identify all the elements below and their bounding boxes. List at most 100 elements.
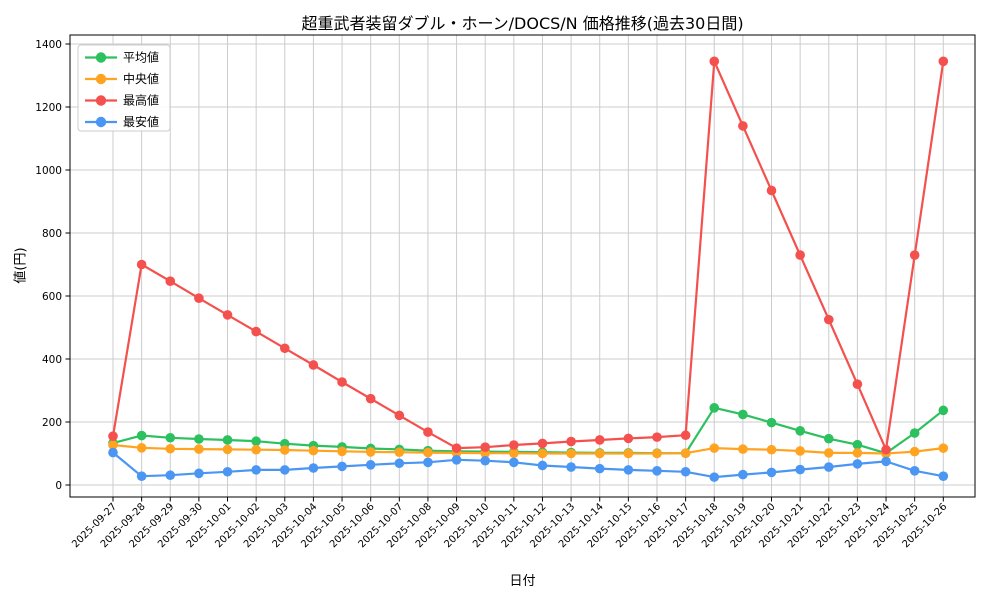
data-point [509, 440, 519, 450]
data-point [537, 460, 548, 471]
legend-label: 最安値 [123, 114, 159, 129]
data-point [823, 462, 834, 472]
data-point [623, 433, 634, 444]
data-point [337, 446, 347, 457]
data-point [537, 448, 548, 459]
legend-label: 最高値 [123, 93, 159, 108]
data-point [451, 443, 462, 453]
data-point [194, 444, 204, 454]
data-point [537, 438, 548, 449]
data-point [709, 443, 720, 453]
y-tick-label: 600 [42, 291, 62, 303]
data-point [136, 443, 147, 453]
y-tick-label: 800 [42, 228, 62, 240]
legend-item-4: 最安値 [85, 114, 159, 129]
data-point [251, 436, 261, 447]
data-point [222, 466, 233, 477]
data-point [909, 250, 920, 260]
data-point [365, 393, 376, 404]
legend-marker [95, 52, 107, 63]
data-point [222, 310, 233, 320]
series-line [112, 451, 944, 479]
data-point [766, 417, 777, 428]
series-line [111, 60, 945, 451]
y-tick-label: 0 [55, 480, 62, 492]
data-point [566, 436, 576, 447]
data-point [423, 447, 433, 458]
y-tick-label: 200 [42, 417, 62, 429]
data-point [738, 409, 748, 420]
data-point [909, 466, 920, 476]
legend-item-1: 平均値 [85, 50, 159, 65]
data-point [480, 455, 491, 466]
data-point [652, 448, 662, 459]
data-point [194, 434, 204, 444]
data-point [222, 435, 233, 445]
data-point [165, 443, 176, 454]
legend-label: 平均値 [123, 50, 159, 65]
data-point [365, 447, 376, 457]
chart-title: 超重武者装留ダブル・ホーン/DOCS/N 価格推移(過去30日間) [301, 14, 744, 33]
data-point [136, 471, 147, 481]
data-point [623, 448, 634, 459]
data-point [566, 462, 576, 472]
data-point [108, 447, 118, 458]
data-point [194, 468, 204, 479]
series-最安値 [108, 447, 949, 482]
y-tick-label: 1000 [35, 165, 62, 177]
data-point [165, 276, 176, 286]
data-point [251, 326, 261, 337]
data-point [709, 403, 720, 413]
data-point [652, 466, 662, 476]
data-point [136, 430, 147, 441]
data-point [795, 426, 805, 436]
data-point [365, 460, 376, 470]
data-point [509, 448, 519, 458]
data-point [279, 445, 290, 455]
data-point [308, 445, 319, 456]
data-point [108, 431, 118, 441]
data-point [594, 448, 605, 459]
data-point [938, 405, 949, 416]
data-point [680, 448, 691, 458]
series-中央値 [108, 440, 949, 459]
data-point [480, 442, 491, 453]
data-point [766, 467, 777, 478]
data-point [194, 293, 204, 304]
data-point [795, 446, 805, 456]
data-point [709, 56, 720, 67]
data-point [909, 446, 920, 457]
data-point [509, 457, 519, 468]
data-point [108, 440, 118, 450]
x-axis-label: 日付 [509, 574, 536, 589]
data-point [938, 443, 949, 453]
y-tick-label: 400 [42, 354, 62, 366]
data-point [852, 379, 863, 390]
legend-marker [95, 116, 107, 128]
data-point [738, 469, 748, 480]
legend-item-3: 最高値 [85, 93, 159, 108]
data-point [594, 435, 605, 445]
data-point [938, 471, 949, 481]
data-point [423, 427, 433, 437]
data-point [766, 185, 777, 196]
data-point [279, 465, 290, 475]
data-point [423, 457, 433, 468]
data-point [251, 444, 261, 455]
data-point [738, 444, 748, 454]
data-point [394, 410, 405, 421]
y-axis-label: 値(円) [13, 247, 29, 284]
data-point [308, 360, 319, 370]
data-point [222, 444, 233, 455]
data-point [165, 432, 176, 443]
legend-item-2: 中央値 [85, 71, 159, 86]
data-point [451, 455, 462, 465]
data-point [795, 464, 805, 475]
data-point [337, 377, 347, 387]
data-point [823, 314, 834, 325]
data-point [738, 121, 748, 131]
data-point [394, 458, 405, 469]
